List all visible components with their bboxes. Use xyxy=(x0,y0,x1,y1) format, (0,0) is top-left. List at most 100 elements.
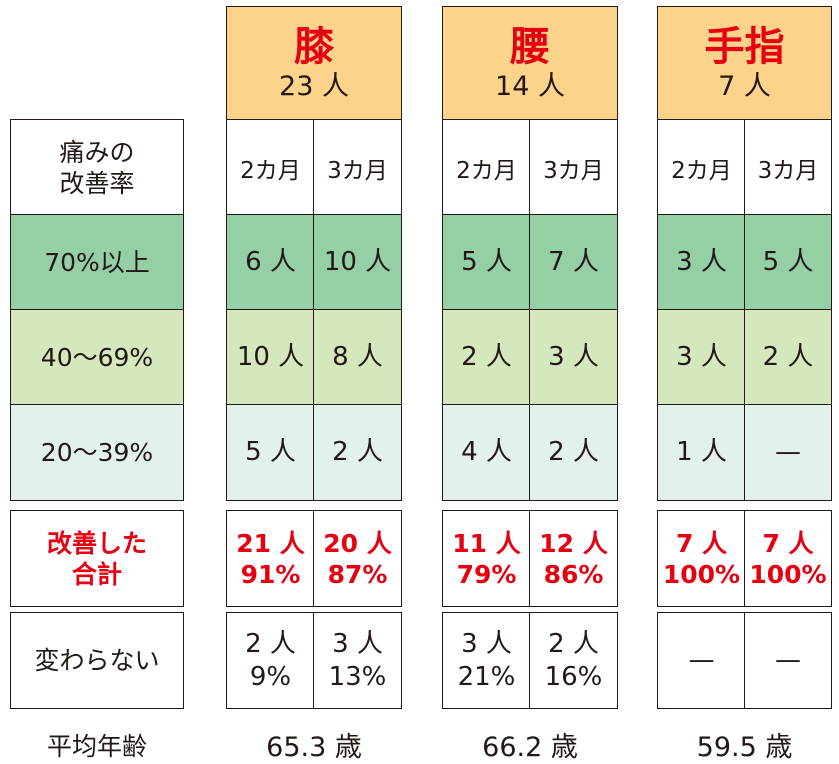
row-label-40: 40〜69% xyxy=(10,309,184,406)
cell-knee-40-2m: 10 人 xyxy=(226,309,315,406)
value-text: 6 人 xyxy=(245,247,296,277)
cell-back-40-2m: 2 人 xyxy=(442,309,531,406)
cell-back-70-3m: 7 人 xyxy=(529,214,618,311)
cell-knee-70-2m: 6 人 xyxy=(226,214,315,311)
month-label: 3カ月 xyxy=(757,157,819,184)
group-name-lower-back: 腰 xyxy=(510,23,550,70)
row-label-improved-line1: 改善した xyxy=(46,528,147,558)
group-header-lower-back: 腰 14 人 xyxy=(442,6,618,121)
unchanged-count: 2 人 xyxy=(548,628,599,659)
month-label: 3カ月 xyxy=(543,157,604,184)
value-text: 5 人 xyxy=(461,247,512,277)
group-name-knee: 膝 xyxy=(294,23,334,70)
cell-finger-improved-3m: 7 人 100% xyxy=(744,510,832,607)
value-text: 3 人 xyxy=(548,342,599,372)
cell-back-40-3m: 3 人 xyxy=(529,309,618,406)
group-header-fingers: 手指 7 人 xyxy=(657,6,832,121)
unchanged-count: 3 人 xyxy=(332,628,383,659)
improved-count: 7 人 xyxy=(675,528,728,558)
improved-percent: 91% xyxy=(240,559,301,589)
row-label-improved-line2: 合計 xyxy=(71,559,122,589)
value-text: 8 人 xyxy=(332,342,383,372)
value-text: 4 人 xyxy=(461,437,512,467)
unchanged-percent: 13% xyxy=(328,661,387,692)
unchanged-percent: 16% xyxy=(544,661,603,692)
cell-finger-70-2m: 3 人 xyxy=(657,214,746,311)
cell-back-unchanged-3m: 2 人 16% xyxy=(529,612,618,709)
unchanged-count: 3 人 xyxy=(461,628,512,659)
cell-knee-unchanged-2m: 2 人 9% xyxy=(226,612,315,709)
value-text: 5 人 xyxy=(762,247,814,277)
improved-percent: 86% xyxy=(543,559,604,589)
value-text: 7 人 xyxy=(548,247,599,277)
unchanged-dash: — xyxy=(775,645,801,675)
improved-count: 20 人 xyxy=(323,528,392,558)
group-count-knee: 23 人 xyxy=(279,70,349,102)
month-label: 2カ月 xyxy=(240,157,301,184)
value-text: 2 人 xyxy=(762,342,814,372)
row-label-70-text: 70%以上 xyxy=(44,248,150,277)
value-text: — xyxy=(775,437,801,467)
cell-knee-20-2m: 5 人 xyxy=(226,404,315,501)
cell-finger-40-3m: 2 人 xyxy=(744,309,832,406)
value-text: 3 人 xyxy=(676,342,727,372)
value-text: 10 人 xyxy=(236,342,305,372)
row-label-pain-improvement: 痛みの 改善率 xyxy=(10,119,184,216)
cell-finger-70-3m: 5 人 xyxy=(744,214,832,311)
month-header-back-3: 3カ月 xyxy=(529,119,618,216)
cell-back-improved-3m: 12 人 86% xyxy=(529,510,618,607)
row-label-20-text: 20〜39% xyxy=(40,438,154,467)
row-label-unchanged-text: 変わらない xyxy=(34,646,160,675)
value-text: 2 人 xyxy=(332,437,383,467)
value-text: 3 人 xyxy=(676,247,727,277)
row-label-pain-line2: 改善率 xyxy=(59,168,135,198)
value-text: 2 人 xyxy=(548,437,599,467)
cell-knee-improved-3m: 20 人 87% xyxy=(313,510,402,607)
value-text: 2 人 xyxy=(461,342,512,372)
cell-finger-20-3m: — xyxy=(744,404,832,501)
row-label-improved: 改善した 合計 xyxy=(10,510,184,607)
month-label: 2カ月 xyxy=(456,157,517,184)
avg-age-fingers: 59.5 歳 xyxy=(696,732,793,763)
month-header-knee-3: 3カ月 xyxy=(313,119,402,216)
unchanged-dash: — xyxy=(688,645,715,675)
cell-knee-40-3m: 8 人 xyxy=(313,309,402,406)
value-text: 1 人 xyxy=(676,437,727,467)
month-header-finger-3: 3カ月 xyxy=(744,119,832,216)
cell-back-improved-2m: 11 人 79% xyxy=(442,510,531,607)
month-label: 2カ月 xyxy=(671,157,732,184)
group-name-fingers: 手指 xyxy=(704,23,785,70)
avg-age-knee: 65.3 歳 xyxy=(266,732,362,763)
cell-finger-improved-2m: 7 人 100% xyxy=(657,510,746,607)
cell-back-70-2m: 5 人 xyxy=(442,214,531,311)
row-label-70: 70%以上 xyxy=(10,214,184,311)
cell-finger-40-2m: 3 人 xyxy=(657,309,746,406)
improved-percent: 87% xyxy=(327,559,388,589)
improved-percent: 100% xyxy=(749,559,827,589)
unchanged-percent: 9% xyxy=(249,661,292,692)
improved-count: 12 人 xyxy=(539,528,608,558)
cell-finger-unchanged-3m: — xyxy=(744,612,832,709)
unchanged-count: 2 人 xyxy=(245,628,296,659)
cell-knee-improved-2m: 21 人 91% xyxy=(226,510,315,607)
cell-knee-unchanged-3m: 3 人 13% xyxy=(313,612,402,709)
group-count-fingers: 7 人 xyxy=(718,70,771,102)
month-header-finger-2: 2カ月 xyxy=(657,119,746,216)
row-label-40-text: 40〜69% xyxy=(40,343,154,372)
month-header-knee-2: 2カ月 xyxy=(226,119,315,216)
improved-percent: 79% xyxy=(456,559,517,589)
cell-back-unchanged-2m: 3 人 21% xyxy=(442,612,531,709)
cell-back-20-2m: 4 人 xyxy=(442,404,531,501)
cell-knee-20-3m: 2 人 xyxy=(313,404,402,501)
cell-knee-70-3m: 10 人 xyxy=(313,214,402,311)
value-text: 5 人 xyxy=(245,437,296,467)
unchanged-percent: 21% xyxy=(457,661,516,692)
improved-count: 7 人 xyxy=(762,528,814,558)
cell-back-20-3m: 2 人 xyxy=(529,404,618,501)
cell-finger-20-2m: 1 人 xyxy=(657,404,746,501)
month-header-back-2: 2カ月 xyxy=(442,119,531,216)
avg-age-back: 66.2 歳 xyxy=(482,732,578,763)
improved-percent: 100% xyxy=(662,559,741,589)
improved-count: 21 人 xyxy=(236,528,305,558)
value-text: 10 人 xyxy=(323,247,392,277)
